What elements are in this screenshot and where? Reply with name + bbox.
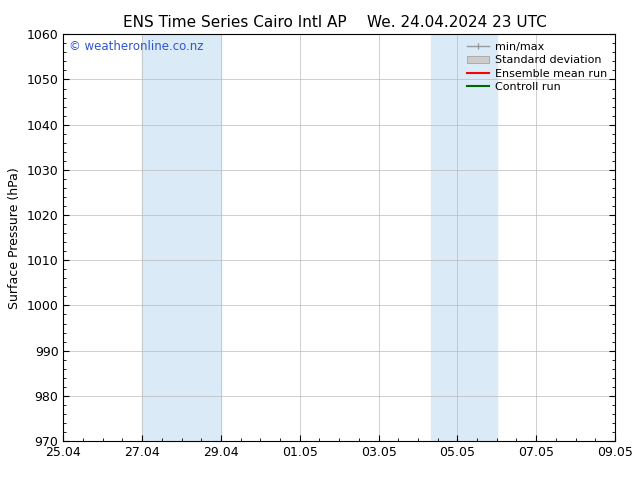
Bar xyxy=(431,34,497,441)
Legend: min/max, Standard deviation, Ensemble mean run, Controll run: min/max, Standard deviation, Ensemble me… xyxy=(463,38,612,97)
Text: We. 24.04.2024 23 UTC: We. 24.04.2024 23 UTC xyxy=(366,15,547,30)
Text: ENS Time Series Cairo Intl AP: ENS Time Series Cairo Intl AP xyxy=(123,15,346,30)
Y-axis label: Surface Pressure (hPa): Surface Pressure (hPa) xyxy=(8,167,21,309)
Bar xyxy=(142,34,221,441)
Text: © weatheronline.co.nz: © weatheronline.co.nz xyxy=(69,40,204,53)
